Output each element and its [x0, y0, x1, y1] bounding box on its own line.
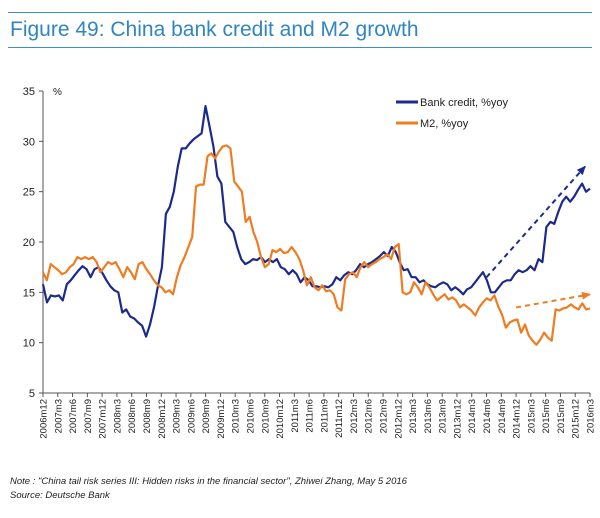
x-tick-label: 2015m12 — [571, 399, 582, 439]
series-line-m2 — [42, 144, 591, 346]
x-tick-label: 2010m6 — [245, 399, 256, 433]
x-tick-label: 2008m12 — [157, 399, 168, 439]
x-tick-label: 2015m6 — [541, 399, 552, 433]
x-tick-label: 2009m3 — [172, 399, 183, 433]
x-tick-label: 2011m9 — [319, 399, 330, 433]
x-tick-label: 2014m3 — [467, 399, 478, 433]
x-tick-label: 2012m3 — [349, 399, 360, 433]
x-tick-label: 2014m6 — [482, 399, 493, 433]
x-tick-label: 2012m12 — [393, 399, 404, 439]
x-tick-label: 2007m9 — [83, 399, 94, 433]
y-tick-label: 5 — [29, 388, 35, 400]
chart-source: Source: Deutsche Bank — [10, 490, 110, 501]
series-line-bank-credit — [41, 104, 591, 338]
x-tick-label: 2016m3 — [586, 399, 597, 433]
trend-arrow-bank-credit — [485, 165, 586, 278]
x-tick-label: 2013m12 — [452, 399, 463, 439]
x-tick-label: 2014m9 — [497, 399, 508, 433]
y-tick-label: 10 — [23, 338, 35, 350]
x-tick-label: 2009m9 — [201, 399, 212, 433]
legend-label-m2: M2, %yoy — [420, 118, 469, 130]
y-tick-label: 15 — [23, 287, 35, 299]
x-tick-label: 2014m12 — [512, 399, 523, 439]
x-tick-label: 2007m3 — [53, 399, 64, 433]
x-tick-label: 2008m9 — [142, 399, 153, 433]
x-tick-label: 2012m6 — [364, 399, 375, 433]
x-tick-label: 2015m3 — [526, 399, 537, 433]
figure-title-bar: Figure 49: China bank credit and M2 grow… — [8, 12, 592, 48]
figure-title: Figure 49: China bank credit and M2 grow… — [10, 18, 419, 41]
trend-arrow-m2 — [515, 291, 591, 309]
y-axis-label: % — [53, 87, 62, 98]
x-tick-label: 2015m9 — [556, 399, 567, 433]
x-tick-label: 2011m12 — [334, 399, 345, 438]
y-tick-label: 25 — [23, 187, 35, 199]
x-tick-label: 2009m6 — [186, 399, 197, 433]
x-tick-label: 2010m12 — [275, 399, 286, 439]
x-tick-label: 2006m12 — [39, 399, 50, 439]
x-tick-label: 2007m6 — [68, 399, 79, 433]
x-tick-label: 2010m9 — [260, 399, 271, 433]
line-chart: 5 10 15 20 25 30 35 % 2006m12 2007m3 2007m6 2007m9 2… — [23, 86, 597, 439]
y-tick-label: 35 — [23, 86, 35, 98]
y-tick-label: 20 — [23, 237, 35, 249]
x-tick-label: 2007m12 — [98, 399, 109, 439]
x-tick-label: 2013m3 — [408, 399, 419, 433]
x-tick-label: 2008m3 — [112, 399, 123, 433]
x-tick-label: 2013m6 — [423, 399, 434, 433]
x-tick-label: 2012m9 — [379, 399, 390, 433]
chart-note: Note : "China tail risk series III: Hidd… — [10, 476, 407, 487]
x-tick-label: 2010m3 — [231, 399, 242, 433]
x-tick-label: 2009m12 — [216, 399, 227, 439]
x-tick-label: 2011m6 — [305, 399, 316, 433]
y-tick-label: 30 — [23, 136, 35, 148]
x-tick-label: 2011m3 — [290, 399, 301, 433]
x-tick-label: 2008m6 — [127, 399, 138, 433]
legend-label-bank-credit: Bank credit, %yoy — [420, 97, 509, 109]
x-tick-label: 2013m9 — [438, 399, 449, 433]
